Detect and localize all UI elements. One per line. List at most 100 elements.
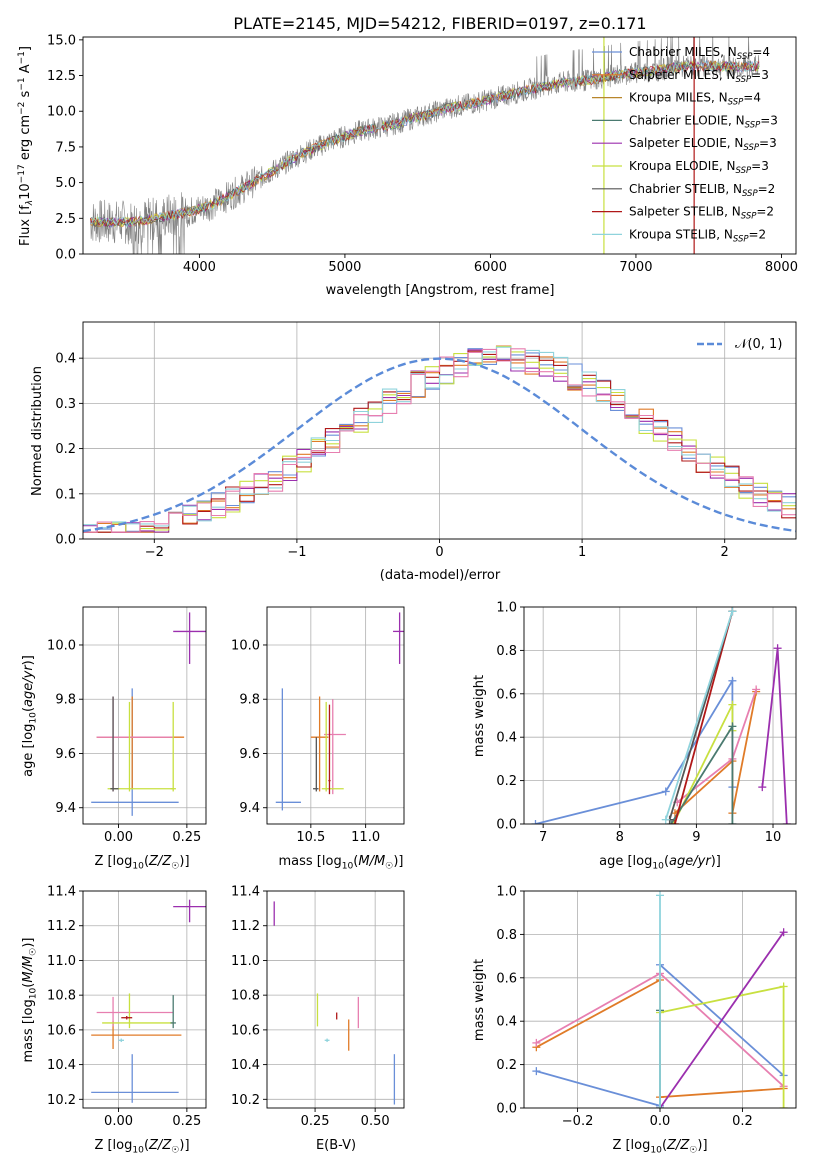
spectrum-legend-label: Salpeter MILES, NSSP=3 (629, 68, 769, 85)
age-weight-xlabel: age [log10(age/yr)] (599, 854, 721, 871)
mass-age-ytick-label: 10.0 (231, 638, 260, 653)
mass-age-point (275, 688, 301, 811)
ebv-mass-point (324, 1038, 330, 1043)
ebv-mass-frame (266, 890, 405, 1109)
spectrum-model-line (90, 60, 760, 228)
spectrum-legend-text: Chabrier MILES, N (629, 45, 737, 59)
spectrum-ytick-label: 5.0 (55, 176, 76, 191)
spectrum-legend-tail: =2 (756, 205, 774, 219)
mass-age-ytick-label: 9.4 (239, 801, 260, 816)
residual-xlabel: (data-model)/error (380, 568, 501, 583)
ebv-mass-xlabel: E(B-V) (316, 1138, 356, 1153)
z-mass-ylabel-sun: ☉ (28, 948, 38, 956)
z-mass-xtick-label: 0.00 (104, 1114, 133, 1129)
z-mass-ylabel-post: )] (21, 938, 36, 948)
spectrum-ytick-label: 7.5 (55, 140, 76, 155)
z-age-ylabel: age [log10(age/yr)] (21, 655, 38, 777)
z-age-ylabel-post: )] (21, 655, 36, 665)
age-weight-series-line (664, 611, 734, 820)
residuals-xtick-label: 0 (435, 545, 443, 560)
z-age-xlabel-sub: 10 (132, 861, 144, 871)
z-weight-ytick-label: 0.0 (496, 1102, 517, 1117)
mass-age-ytick-label: 9.6 (239, 747, 260, 762)
z-weight-series-line (659, 931, 785, 1108)
z-mass-ytick-label: 10.6 (47, 1023, 76, 1038)
spectrum-legend-text: Kroupa MILES, N (629, 91, 728, 105)
age-weight-xlabel-paren: ( (664, 854, 669, 869)
residuals-ytick-label: 0.2 (55, 442, 76, 457)
spectrum-legend-sub: SSP (736, 75, 752, 85)
age-weight-marker (773, 644, 782, 653)
age-weight-ylabel: mass weight (472, 675, 487, 757)
mass-age-point (310, 696, 329, 792)
z-age-ytick-label: 10.0 (47, 638, 76, 653)
figure-title: PLATE=2145, MJD=54212, FIBERID=0197, z=0… (233, 14, 646, 33)
spectrum-legend-text: Chabrier ELODIE, N (629, 113, 745, 127)
z-age-ytick-label: 9.4 (55, 801, 76, 816)
spectrum-legend-sub: SSP (741, 212, 757, 222)
age-weight-xtick-label: 10 (765, 830, 782, 845)
z-weight-xtick-label: −0.2 (562, 1114, 594, 1129)
ylabel-part: erg cm (18, 115, 33, 164)
z-mass-axes: 0.00 0.25 10.2 10.4 10.6 10.8 11.0 11.2 11.4 (47, 885, 207, 1129)
z-mass-ylabel-paren: ( (21, 983, 36, 988)
z-weight-ytick-label: 0.2 (496, 1058, 517, 1073)
ebv-mass-xlabel-text: E(B-V) (316, 1138, 356, 1153)
z-mass-ylabel-pre: mass [log (21, 999, 36, 1062)
z-weight-xlabel-post: )] (697, 1138, 707, 1153)
age-weight-ytick-label: 0.4 (496, 731, 517, 746)
mass-age-xlabel-paren: ( (353, 854, 358, 869)
z-age-ytick-label: 9.6 (55, 747, 76, 762)
age-weight-series-line (761, 648, 788, 824)
age-weight-axes: 7 8 9 10 0.0 0.2 0.4 0.6 0.8 1.0 (496, 601, 797, 845)
spectrum-axes: 4000 5000 6000 7000 8000 0.0 2.5 5.0 7.5 10.0 12.5… (47, 33, 798, 275)
z-weight-xlabel: Z [log10(Z/Z☉)] (612, 1138, 707, 1155)
z-age-point (170, 701, 176, 792)
spectrum-legend-tail: =3 (759, 136, 777, 150)
z-age-point (96, 696, 174, 792)
spectrum-legend-tail: =2 (758, 182, 776, 196)
z-mass-point (118, 1038, 124, 1043)
z-age-xtick-label: 0.25 (172, 830, 201, 845)
spectrum-xtick-label: 6000 (474, 260, 507, 275)
spectrum-legend-label: Chabrier ELODIE, NSSP=3 (629, 113, 778, 130)
spectrum-legend-label: Kroupa ELODIE, NSSP=3 (629, 159, 769, 176)
spectrum-legend-label: Salpeter STELIB, NSSP=2 (629, 205, 774, 222)
spectrum-xtick-label: 8000 (765, 260, 798, 275)
z-age-xlabel-post: )] (179, 854, 189, 869)
z-mass-xlabel-pre: Z [log (94, 1138, 132, 1153)
mass-age-xlabel-pre: mass [log (279, 854, 342, 869)
z-weight-ytick-label: 0.4 (496, 1015, 517, 1030)
spectrum-ytick-label: 0.0 (55, 248, 76, 263)
spectrum-ytick-label: 10.0 (47, 105, 76, 120)
z-weight-xlabel-inner: Z/Z (666, 1138, 690, 1153)
spectrum-legend-label: Salpeter ELODIE, NSSP=3 (629, 136, 777, 153)
ylabel-part: Flux [f (18, 205, 33, 246)
z-mass-ytick-label: 11.4 (47, 885, 76, 900)
spectrum-legend-tail: =4 (752, 45, 770, 59)
z-weight-xlabel-sun: ☉ (689, 1145, 697, 1155)
mass-age-xlabel: mass [log10(M/M☉)] (279, 854, 404, 871)
spectrum-legend-sub: SSP (737, 52, 753, 62)
z-mass-ytick-label: 11.2 (47, 919, 76, 934)
age-weight-marker (661, 787, 670, 796)
spectrum-ylabel: Flux [fλ10−17 erg cm−2 s−1 A−1] (17, 46, 35, 246)
z-mass-frame (82, 890, 207, 1109)
residuals-axes: −2 −1 0 1 2 0.0 0.1 0.2 0.3 0.4 𝒩(0, 1) (55, 321, 797, 560)
z-weight-marker (656, 891, 664, 900)
z-weight-xtick-label: 0.2 (732, 1114, 753, 1129)
ebv-mass-plot-area (273, 901, 396, 1105)
age-weight-xtick-label: 9 (692, 830, 700, 845)
age-weight-xlabel-pre: age [log (599, 854, 652, 869)
z-weight-marker (656, 1104, 664, 1108)
z-mass-xlabel-post: )] (179, 1138, 189, 1153)
z-weight-xlabel-paren: ( (662, 1138, 667, 1153)
age-weight-ytick-label: 0.2 (496, 774, 517, 789)
mass-age-point (323, 699, 346, 795)
age-weight-marker (531, 820, 540, 824)
mass-age-ytick-label: 9.8 (239, 693, 260, 708)
spectrum-legend-tail: =2 (749, 227, 767, 241)
spectrum-xlabel: wavelength [Angstrom, rest frame] (326, 283, 555, 298)
spectrum-xtick-label: 7000 (619, 260, 652, 275)
